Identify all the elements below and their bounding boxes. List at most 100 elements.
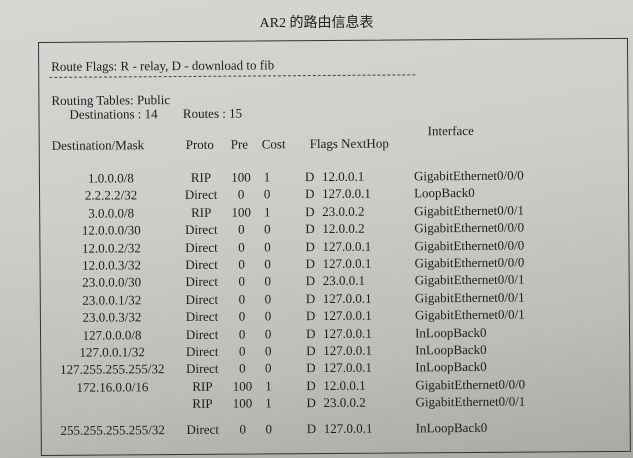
cell-proto: RIP [192, 395, 213, 412]
dashed-divider [49, 74, 416, 78]
cell-proto: Direct [185, 343, 219, 359]
cell-pre: 0 [238, 291, 246, 307]
table-row: RIP 100 1 D 23.0.0.2 GigabitEthernet0/0/1 [41, 393, 629, 414]
cell-pre: 0 [237, 186, 245, 202]
header-pre: Pre [230, 136, 249, 152]
cell-proto: RIP [191, 204, 212, 220]
cell-dest: 23.0.0.3/32 [82, 309, 142, 325]
cell-proto: Direct [185, 308, 219, 325]
cell-cost: 0 [264, 256, 271, 272]
cell-pre: 100 [232, 395, 253, 411]
cell-dest: 12.0.0.2/32 [81, 239, 141, 256]
cell-cost: 1 [265, 395, 272, 411]
cell-pre: 0 [238, 343, 246, 359]
cell-pre: 100 [231, 169, 251, 185]
cell-flags: D [305, 186, 315, 202]
cell-pre: 100 [232, 378, 253, 394]
routing-table-box: Route Flags: R - relay, D - download to … [38, 37, 631, 456]
cell-nexthop: 23.0.0.2 [322, 203, 365, 219]
cell-proto: Direct [185, 274, 218, 290]
cell-cost: 0 [264, 291, 272, 307]
cell-iface: GigabitEthernet0/0/1 [414, 272, 525, 288]
cell-dest: 12.0.0.3/32 [82, 257, 142, 273]
cell-pre: 100 [231, 204, 251, 220]
cell-nexthop: 23.0.0.2 [323, 394, 366, 411]
cell-cost: 0 [264, 360, 272, 376]
cell-pre: 0 [238, 239, 245, 255]
cell-nexthop: 127.0.0.1 [323, 420, 373, 436]
cell-iface: GigabitEthernet0/0/1 [414, 306, 525, 323]
destinations-count: Destinations : 14 [69, 106, 158, 122]
cell-proto: Direct [185, 361, 219, 377]
cell-nexthop: 23.0.0.1 [322, 273, 365, 289]
cell-cost: 0 [264, 273, 271, 289]
cell-nexthop: 127.0.0.1 [322, 186, 371, 202]
cell-dest: 12.0.0.0/30 [81, 222, 141, 238]
cell-iface: GigabitEthernet0/0/0 [415, 376, 526, 393]
cell-pre: 0 [238, 221, 245, 237]
cell-pre: 0 [238, 273, 245, 289]
cell-proto: RIP [190, 169, 212, 185]
cell-iface: InLoopBack0 [415, 359, 487, 375]
cell-nexthop: 12.0.0.1 [323, 377, 366, 393]
route-flags-legend: Route Flags: R - relay, D - download to … [51, 57, 275, 74]
header-flags-nexthop: Flags NextHop [309, 135, 389, 152]
cell-flags: D [305, 290, 316, 306]
cell-iface: GigabitEthernet0/0/0 [414, 219, 525, 236]
cell-iface: InLoopBack0 [415, 419, 488, 435]
cell-pre: 0 [238, 308, 246, 324]
cell-flags: D [304, 169, 315, 185]
summary: Destinations : 14 Routes : 15 [69, 105, 264, 122]
cell-dest: 127.0.0.0/8 [82, 326, 142, 343]
cell-proto: Direct [185, 256, 218, 272]
cell-nexthop: 127.0.0.1 [322, 238, 372, 254]
cell-proto: Direct [185, 291, 219, 307]
cell-proto: Direct [184, 187, 218, 203]
header-cost: Cost [261, 136, 286, 152]
cell-cost: 0 [264, 325, 272, 342]
header-proto: Proto [185, 136, 214, 152]
cell-dest: 3.0.0.0/8 [88, 205, 135, 221]
cell-flags: D [305, 273, 316, 289]
cell-proto: Direct [186, 421, 219, 437]
cell-pre: 0 [238, 360, 246, 376]
cell-flags: D [306, 377, 316, 393]
cell-nexthop: 127.0.0.1 [322, 307, 372, 324]
cell-flags: D [306, 343, 316, 359]
cell-dest: 23.0.0.1/32 [82, 292, 142, 308]
cell-iface: InLoopBack0 [415, 341, 487, 358]
cell-flags: D [305, 256, 315, 272]
cell-pre: 0 [239, 421, 247, 437]
cell-iface: InLoopBack0 [414, 324, 487, 340]
cell-cost: 0 [264, 343, 272, 359]
cell-iface: GigabitEthernet0/0/1 [415, 393, 526, 410]
cell-flags: D [305, 221, 315, 237]
cell-nexthop: 127.0.0.1 [322, 290, 372, 306]
cell-iface: GigabitEthernet0/0/1 [414, 289, 525, 306]
cell-flags: D [306, 395, 316, 411]
header-interface: Interface [427, 122, 474, 139]
cell-iface: LoopBack0 [414, 185, 475, 201]
page-title: AR2 的路由信息表 [259, 16, 374, 31]
cell-proto: RIP [192, 378, 213, 394]
cell-flags: D [305, 203, 315, 219]
cell-proto: Direct [185, 221, 218, 238]
cell-pre: 0 [238, 256, 245, 272]
cell-cost: 0 [264, 221, 271, 237]
table-header: Destination/Mask Proto Pre Cost Flags Ne… [40, 123, 628, 155]
table-row: 255.255.255.255/32 Direct 0 0 D 127.0.0.1 InLo… [42, 418, 630, 439]
header-destination: Destination/Mask [51, 137, 145, 153]
cell-iface: GigabitEthernet0/0/0 [414, 254, 525, 271]
cell-flags: D [306, 420, 317, 436]
cell-dest: 172.16.0.0/16 [76, 379, 149, 395]
cell-flags: D [306, 360, 316, 376]
cell-dest [41, 396, 183, 397]
cell-nexthop: 12.0.0.1 [321, 168, 365, 185]
cell-dest: 127.255.255.255/32 [60, 361, 165, 378]
cell-nexthop: 12.0.0.2 [322, 220, 365, 237]
cell-flags: D [305, 325, 316, 341]
cell-proto: Direct [185, 326, 219, 342]
cell-cost: 0 [263, 186, 271, 202]
cell-cost: 1 [265, 378, 272, 394]
cell-cost: 1 [263, 169, 271, 185]
